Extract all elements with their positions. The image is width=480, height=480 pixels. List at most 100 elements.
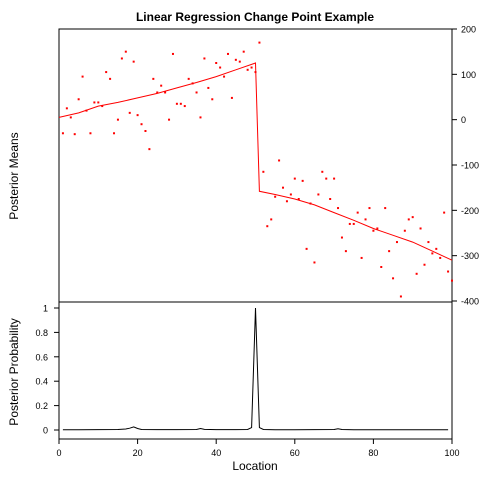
observation-point (215, 62, 218, 64)
observation-point (305, 247, 308, 250)
top-right-axis: 200 100 0 -100 -200 -300 -400 (452, 25, 479, 307)
x-axis-label: Location (232, 459, 277, 473)
observation-point (81, 75, 84, 78)
observation-point (164, 91, 167, 94)
observation-point (376, 227, 379, 230)
observation-point (407, 218, 410, 221)
observation-point (120, 57, 123, 60)
observation-point (293, 177, 296, 180)
observation-point (285, 200, 288, 203)
observation-point (65, 107, 68, 110)
observation-point (187, 77, 190, 80)
observation-point (183, 105, 186, 108)
observation-point (266, 225, 269, 228)
observation-point (128, 111, 131, 114)
observation-point (116, 118, 119, 121)
observation-point (443, 211, 446, 214)
observation-point (262, 170, 265, 173)
observation-point (321, 170, 324, 173)
observation-point (435, 247, 438, 250)
observation-point (329, 198, 332, 200)
bottom-y-tick-label: 0.4 (35, 377, 48, 387)
observation-point (234, 58, 237, 61)
observation-point (109, 77, 112, 80)
observation-point (230, 96, 233, 99)
observation-point (364, 218, 367, 221)
observation-point (207, 86, 210, 89)
observation-point (97, 101, 100, 104)
bottom-panel-frame (58, 301, 453, 440)
observation-point (427, 241, 430, 244)
observation-point (136, 114, 139, 117)
observation-point (175, 102, 178, 105)
observation-point (439, 256, 442, 259)
top-y-tick-label: -100 (461, 161, 479, 171)
observation-point (278, 159, 281, 162)
top-y-tick-label: -300 (461, 251, 479, 261)
observation-point (447, 270, 450, 273)
observation-point (360, 256, 363, 259)
observation-point (101, 105, 104, 108)
top-y-tick-label: -400 (461, 297, 479, 307)
observation-point (388, 250, 391, 253)
observation-point (431, 252, 434, 255)
observation-point (242, 50, 245, 53)
observation-point (289, 193, 292, 196)
posterior-probability-path (62, 307, 449, 431)
bottom-y-tick-label: 0.8 (35, 328, 48, 338)
observation-point (195, 91, 198, 94)
bottom-x-axis: 0 20 40 60 80 100 (56, 439, 460, 458)
observation-point (132, 60, 135, 63)
observation-point (238, 60, 241, 63)
observation-point (250, 66, 253, 69)
observation-point (384, 207, 387, 210)
x-tick-label: 20 (133, 448, 143, 458)
observation-point (105, 71, 108, 74)
top-y-tick-label: 0 (461, 115, 466, 125)
observation-point (419, 227, 422, 230)
bottom-y-tick-label: 1 (43, 304, 48, 314)
x-tick-label: 40 (211, 448, 221, 458)
observation-point (219, 66, 222, 69)
observation-point (148, 148, 151, 151)
observation-point (325, 177, 328, 180)
observation-point (156, 91, 159, 94)
observation-point (73, 133, 76, 136)
observation-point (246, 68, 249, 71)
observation-point (223, 75, 226, 78)
observation-point (203, 57, 206, 60)
observation-point (340, 236, 343, 239)
top-y-axis-label: Posterior Means (7, 132, 21, 219)
observation-point (301, 179, 304, 182)
observation-point (313, 261, 316, 264)
observation-point (337, 207, 340, 210)
observation-point (199, 116, 202, 119)
observation-point (348, 222, 351, 225)
bottom-y-axis-label: Posterior Probability (7, 318, 21, 425)
x-tick-label: 100 (444, 448, 459, 458)
x-tick-label: 0 (56, 448, 61, 458)
observation-point (423, 263, 426, 266)
observation-point (372, 229, 375, 232)
observation-point (226, 52, 229, 55)
x-tick-label: 80 (368, 448, 378, 458)
top-y-tick-label: 100 (461, 70, 476, 80)
bottom-left-axis: 0 0.2 0.4 0.6 0.8 1 (35, 304, 59, 436)
posterior-mean-line (58, 62, 453, 261)
observation-point (356, 211, 359, 214)
observation-point (415, 272, 418, 275)
observation-point (61, 132, 64, 135)
observation-point (274, 195, 277, 198)
top-y-tick-label: -200 (461, 206, 479, 216)
chart-title: Linear Regression Change Point Example (136, 10, 374, 24)
bottom-y-tick-label: 0 (43, 426, 48, 436)
observation-point (113, 132, 116, 135)
top-y-tick-label: 200 (461, 25, 476, 35)
observation-point (124, 50, 127, 53)
observation-point (171, 52, 174, 55)
observation-point (451, 279, 453, 282)
observation-point (258, 41, 261, 44)
observation-point (152, 77, 155, 80)
observation-points (61, 41, 453, 298)
